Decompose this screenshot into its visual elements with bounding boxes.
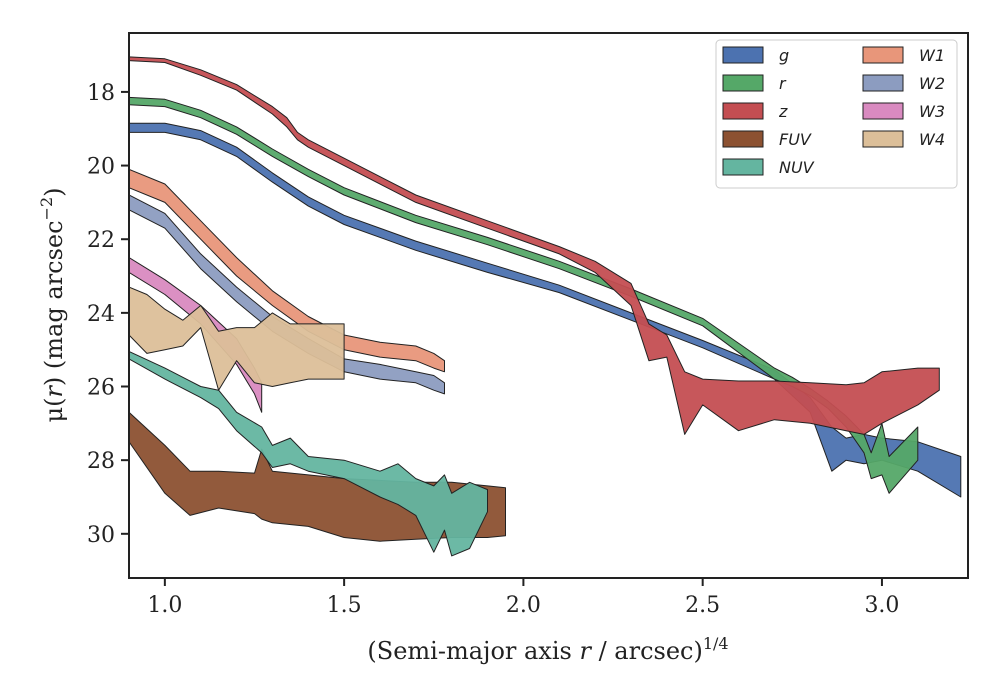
tick-layer: 1.0 1.5 2.0 2.5 3.0 18 20 22 24 26 28 30 <box>87 81 899 618</box>
x-tick-label: 2.0 <box>506 593 541 618</box>
band-nuv <box>129 351 488 557</box>
legend-swatch-w3 <box>862 102 904 120</box>
legend-swatch-w4 <box>862 130 904 148</box>
x-tick-label: 1.0 <box>147 593 182 618</box>
legend-label-nuv: NUV <box>779 158 815 177</box>
legend-label-w4: W4 <box>919 130 945 149</box>
legend-label-g: g <box>779 46 789 65</box>
legend-swatch-w2 <box>862 74 904 92</box>
series-layer <box>129 56 962 557</box>
legend-swatch-w1 <box>862 46 904 64</box>
band-z <box>129 56 940 435</box>
band-r <box>129 96 919 494</box>
legend-label-fuv: FUV <box>779 130 812 149</box>
y-axis-label: μ(r) (mag arcsec−2) <box>37 187 68 422</box>
plot-frame <box>128 32 969 579</box>
legend-swatch-fuv <box>722 130 764 148</box>
band-w4 <box>129 286 345 391</box>
y-tick-label: 30 <box>87 523 115 548</box>
legend-label-w1: W1 <box>919 46 945 65</box>
x-tick-label: 2.5 <box>685 593 720 618</box>
legend-label-r: r <box>779 74 787 93</box>
x-axis-label: (Semi-major axis r / arcsec)1/4 <box>367 634 728 665</box>
y-tick-label: 20 <box>87 155 115 180</box>
legend-label-w3: W3 <box>919 102 945 121</box>
legend-label-w2: W2 <box>919 74 945 93</box>
band-g <box>129 122 962 498</box>
y-tick-label: 24 <box>87 302 115 327</box>
legend-swatch-nuv <box>722 158 764 176</box>
y-tick-label: 26 <box>87 376 115 401</box>
band-w2 <box>129 194 445 395</box>
legend-swatch-r <box>722 74 764 92</box>
legend-swatch-g <box>722 46 764 64</box>
y-tick-label: 18 <box>87 81 115 106</box>
legend: grz FUV NUV W1 W2 W3 W4 <box>715 39 958 189</box>
x-tick-label: 3.0 <box>864 593 899 618</box>
x-tick-label: 1.5 <box>327 593 362 618</box>
legend-swatch-z <box>722 102 764 120</box>
legend-label-z: z <box>778 102 788 121</box>
y-tick-label: 22 <box>87 228 115 253</box>
y-tick-label: 28 <box>87 449 115 474</box>
band-w1 <box>129 168 445 373</box>
